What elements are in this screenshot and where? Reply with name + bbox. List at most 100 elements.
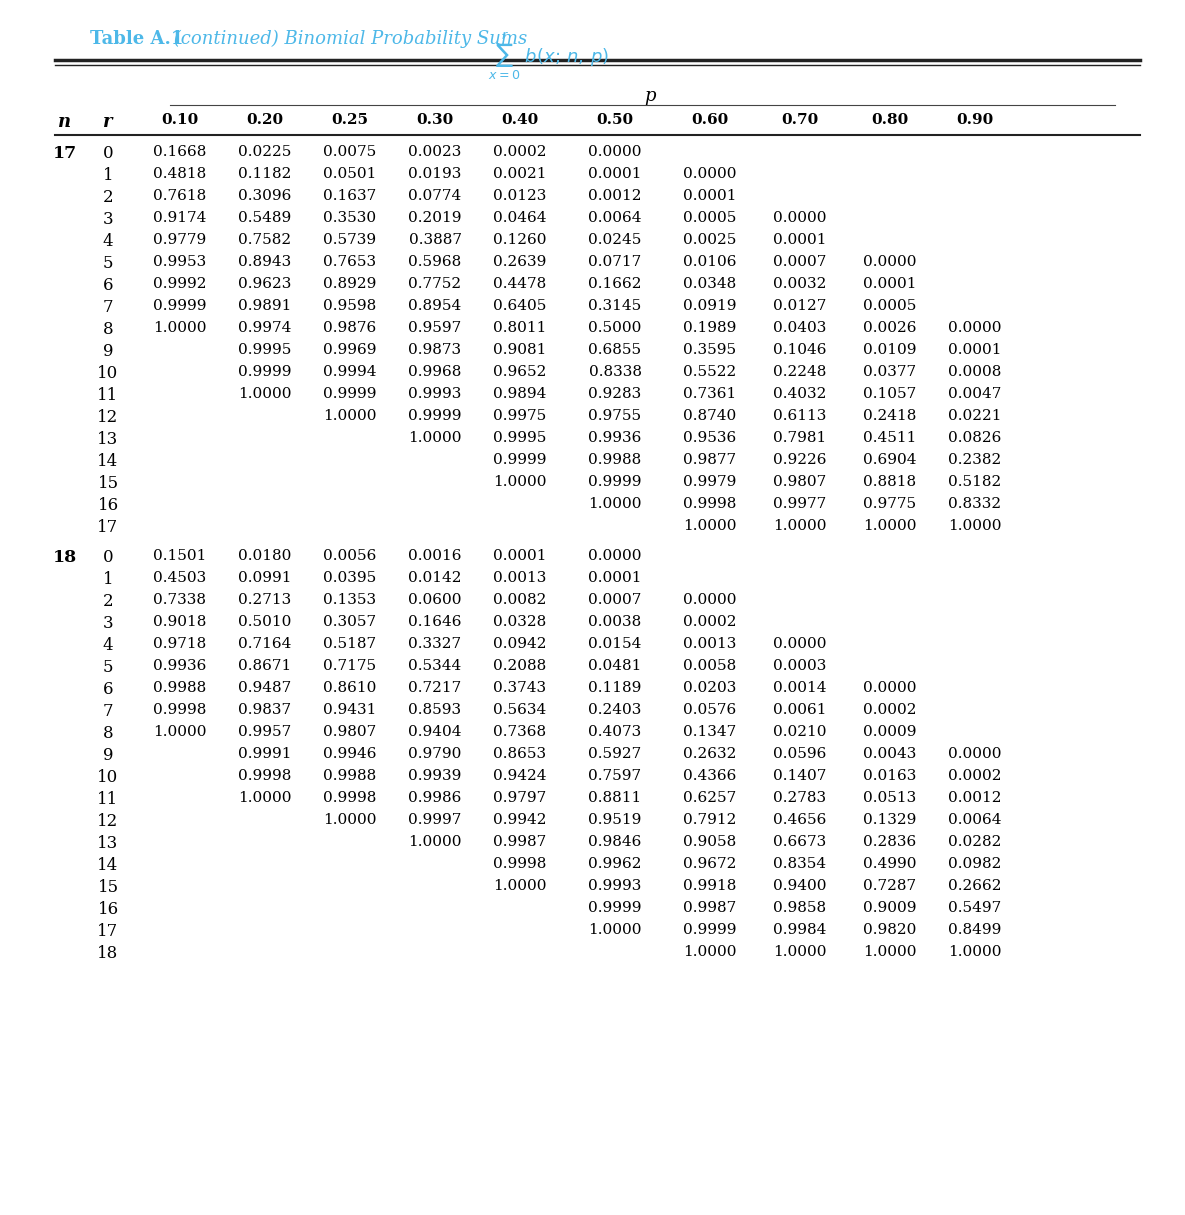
- Text: 0.0026: 0.0026: [863, 321, 917, 335]
- Text: 0.0225: 0.0225: [238, 145, 292, 159]
- Text: p: p: [645, 87, 655, 104]
- Text: 1.0000: 1.0000: [409, 835, 462, 849]
- Text: 0.0047: 0.0047: [948, 388, 1001, 401]
- Text: 0.9846: 0.9846: [588, 835, 642, 849]
- Text: 0.7582: 0.7582: [238, 233, 292, 247]
- Text: 0.3057: 0.3057: [324, 615, 377, 629]
- Text: 0.9987: 0.9987: [684, 902, 737, 915]
- Text: 1.0000: 1.0000: [153, 725, 206, 739]
- Text: 9: 9: [103, 747, 114, 764]
- Text: 0.9597: 0.9597: [409, 321, 462, 335]
- Text: 0: 0: [103, 145, 114, 162]
- Text: 0.2382: 0.2382: [948, 453, 1001, 467]
- Text: 0.4073: 0.4073: [589, 725, 641, 739]
- Text: 0.9974: 0.9974: [238, 321, 292, 335]
- Text: 0.9797: 0.9797: [493, 791, 546, 806]
- Text: 0.2639: 0.2639: [493, 255, 546, 269]
- Text: 0.2248: 0.2248: [774, 364, 827, 379]
- Text: 1: 1: [103, 166, 114, 183]
- Text: 0.9988: 0.9988: [589, 453, 641, 467]
- Text: 0.9858: 0.9858: [774, 902, 827, 915]
- Text: 0.5010: 0.5010: [238, 615, 292, 629]
- Text: 16: 16: [97, 497, 118, 514]
- Text: 0.1347: 0.1347: [684, 725, 737, 739]
- Text: 0.9623: 0.9623: [238, 277, 292, 292]
- Text: 0.9987: 0.9987: [493, 835, 546, 849]
- Text: 0.0001: 0.0001: [588, 571, 642, 584]
- Text: 0.9999: 0.9999: [588, 902, 642, 915]
- Text: 12: 12: [97, 813, 118, 830]
- Text: 0.3145: 0.3145: [589, 299, 641, 313]
- Text: 0.4478: 0.4478: [493, 277, 546, 292]
- Text: 0.0001: 0.0001: [948, 343, 1001, 357]
- Text: 0.9962: 0.9962: [588, 857, 642, 871]
- Text: 0.0007: 0.0007: [774, 255, 827, 269]
- Text: 0.9999: 0.9999: [409, 409, 462, 423]
- Text: 1.0000: 1.0000: [493, 475, 546, 488]
- Text: 0.5968: 0.5968: [409, 255, 462, 269]
- Text: 0.0154: 0.0154: [588, 637, 642, 651]
- Text: 0.9979: 0.9979: [684, 475, 737, 488]
- Text: (continued) Binomial Probability Sums: (continued) Binomial Probability Sums: [168, 30, 533, 49]
- Text: 1.0000: 1.0000: [324, 409, 377, 423]
- Text: 0.0007: 0.0007: [588, 593, 642, 608]
- Text: n: n: [58, 113, 71, 131]
- Text: 0.0221: 0.0221: [948, 409, 1001, 423]
- Text: 0.25: 0.25: [332, 113, 369, 128]
- Text: 0.0009: 0.0009: [863, 725, 917, 739]
- Text: 0.70: 0.70: [781, 113, 819, 128]
- Text: 2: 2: [103, 593, 114, 610]
- Text: 7: 7: [103, 703, 114, 720]
- Text: 1.0000: 1.0000: [153, 321, 206, 335]
- Text: 0.0023: 0.0023: [409, 145, 462, 159]
- Text: 15: 15: [97, 475, 118, 492]
- Text: 0.9995: 0.9995: [493, 431, 546, 445]
- Text: 0.9174: 0.9174: [153, 211, 206, 225]
- Text: 0.0000: 0.0000: [948, 747, 1001, 761]
- Text: 1.0000: 1.0000: [588, 497, 642, 512]
- Text: 0.0013: 0.0013: [684, 637, 737, 651]
- Text: r: r: [103, 113, 113, 131]
- Text: 1.0000: 1.0000: [774, 945, 827, 959]
- Text: 0.0000: 0.0000: [863, 680, 917, 695]
- Text: 0.2403: 0.2403: [588, 703, 642, 717]
- Text: 0.8653: 0.8653: [493, 747, 546, 761]
- Text: 0.1329: 0.1329: [864, 813, 917, 827]
- Text: 0.5522: 0.5522: [684, 364, 737, 379]
- Text: 0.6405: 0.6405: [493, 299, 546, 313]
- Text: 0.0002: 0.0002: [493, 145, 546, 159]
- Text: 0.0163: 0.0163: [864, 769, 917, 782]
- Text: 0.3530: 0.3530: [324, 211, 377, 225]
- Text: 0.7164: 0.7164: [238, 637, 292, 651]
- Text: 0.4511: 0.4511: [864, 431, 917, 445]
- Text: 0.0038: 0.0038: [589, 615, 641, 629]
- Text: 0.9672: 0.9672: [684, 857, 737, 871]
- Text: 0.4656: 0.4656: [774, 813, 827, 827]
- Text: 0.2662: 0.2662: [948, 878, 1001, 893]
- Text: 0.0596: 0.0596: [774, 747, 827, 761]
- Text: 0.0075: 0.0075: [324, 145, 377, 159]
- Text: 0.9999: 0.9999: [493, 453, 546, 467]
- Text: 0.8338: 0.8338: [589, 364, 641, 379]
- Text: 0.0000: 0.0000: [774, 637, 827, 651]
- Text: 0.1353: 0.1353: [324, 593, 377, 608]
- Text: 0.0012: 0.0012: [948, 791, 1001, 806]
- Text: 0.0717: 0.0717: [589, 255, 641, 269]
- Text: 3: 3: [103, 211, 114, 228]
- Text: 0.9988: 0.9988: [324, 769, 377, 782]
- Text: 0.0245: 0.0245: [588, 233, 642, 247]
- Text: 1.0000: 1.0000: [493, 878, 546, 893]
- Text: 0.4818: 0.4818: [153, 166, 206, 181]
- Text: 0.9598: 0.9598: [324, 299, 377, 313]
- Text: $\sum_{x=0}^{r}$ $b(x;\,n,\,p)$: $\sum_{x=0}^{r}$ $b(x;\,n,\,p)$: [488, 30, 609, 81]
- Text: 0.0016: 0.0016: [409, 549, 462, 563]
- Text: 0.6855: 0.6855: [589, 343, 641, 357]
- Text: 18: 18: [53, 549, 77, 566]
- Text: 1.0000: 1.0000: [324, 813, 377, 827]
- Text: 0.9400: 0.9400: [774, 878, 827, 893]
- Text: 0.2418: 0.2418: [864, 409, 917, 423]
- Text: 0.9431: 0.9431: [324, 703, 377, 717]
- Text: 0.0003: 0.0003: [774, 659, 827, 673]
- Text: 0.0000: 0.0000: [684, 166, 737, 181]
- Text: 0.7361: 0.7361: [684, 388, 737, 401]
